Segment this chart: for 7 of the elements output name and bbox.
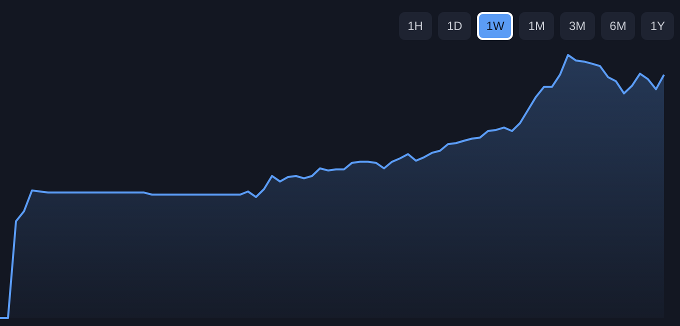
text: 3M [560,12,595,40]
text: 1W [477,12,514,40]
text: 1Y [641,12,674,40]
text: 1D [438,12,472,40]
text: 1M [519,12,554,40]
text: 1H [398,12,432,40]
text: 6M [600,12,636,40]
